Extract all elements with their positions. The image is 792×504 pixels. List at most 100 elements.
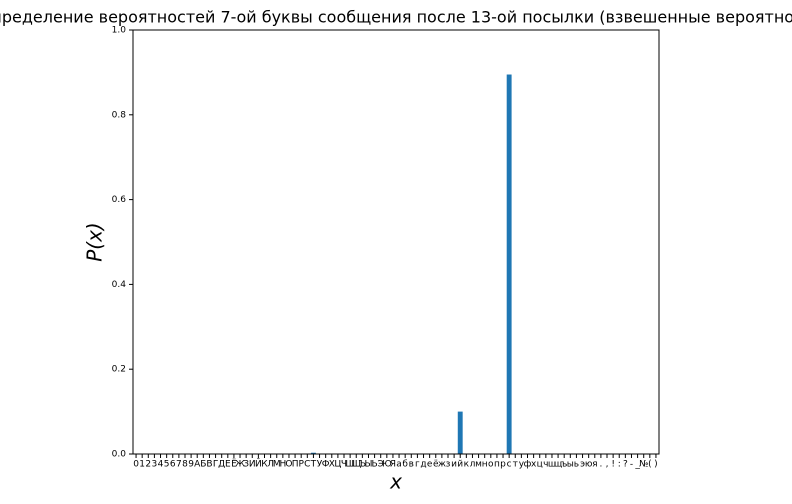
- x-tick-label: Р: [298, 460, 304, 470]
- x-tick-label: Д: [218, 460, 225, 470]
- x-tick-label: Ц: [334, 460, 341, 470]
- y-tick-label: 0.8: [112, 110, 127, 120]
- x-tick-label: Э: [378, 460, 384, 470]
- x-tick-label: Щ: [351, 460, 361, 470]
- x-tick-label: п: [494, 460, 500, 470]
- x-tick-label: б: [402, 460, 408, 470]
- x-tick-label: ш: [548, 460, 556, 470]
- x-tick-label: Ъ: [359, 460, 367, 470]
- x-tick-label: 5: [164, 460, 170, 470]
- x-tick-label: ж: [438, 460, 446, 470]
- bar: [506, 74, 512, 455]
- x-tick-label: Ч: [341, 460, 347, 470]
- x-tick-label: 3: [152, 460, 158, 470]
- x-tick-label: ц: [537, 460, 543, 470]
- x-tick-label: У: [317, 460, 323, 470]
- x-tick-label: в: [409, 460, 414, 470]
- x-tick-label: ы: [567, 460, 574, 470]
- x-tick-label: Я: [390, 460, 396, 470]
- x-tick-label: ?: [623, 460, 628, 470]
- y-axis-label: P(x): [83, 222, 107, 262]
- x-tick-label: !: [611, 460, 615, 470]
- x-tick-label: Т: [310, 460, 317, 470]
- x-tick-label: М: [273, 460, 281, 470]
- x-tick-label: Ш: [345, 460, 355, 470]
- y-tick-label: 0.6: [112, 195, 127, 205]
- x-tick-label: Й: [255, 458, 262, 470]
- x-tick-label: Ы: [365, 460, 373, 470]
- x-tick-label: Б: [200, 460, 206, 470]
- bar: [310, 452, 316, 454]
- y-tick-label: 0.0: [112, 450, 127, 460]
- x-tick-label: Г: [213, 460, 219, 470]
- x-tick-label: ф: [524, 460, 532, 470]
- x-tick-label: м: [475, 460, 482, 470]
- x-tick-label: С: [304, 460, 310, 470]
- x-tick-label: :: [618, 460, 621, 470]
- x-tick-label: я: [592, 460, 597, 470]
- x-tick-label: у: [519, 460, 525, 470]
- x-tick-label: 2: [145, 460, 151, 470]
- x-tick-label: ь: [574, 460, 579, 470]
- x-tick-label: е: [427, 460, 433, 470]
- x-tick-label: П: [292, 460, 299, 470]
- x-tick-label: с: [507, 460, 512, 470]
- x-tick-label: 4: [158, 460, 164, 470]
- x-tick-label: (: [648, 460, 652, 470]
- x-tick-label: Л: [267, 460, 274, 470]
- x-tick-label: 9: [188, 460, 194, 470]
- x-tick-label: т: [513, 460, 518, 470]
- x-tick-label: н: [482, 460, 488, 470]
- x-tick-label: щ: [554, 460, 563, 470]
- x-tick-label: _: [634, 460, 640, 470]
- x-tick-label: 1: [139, 460, 145, 470]
- x-tick-label: д: [420, 460, 426, 470]
- x-tick-label: э: [580, 460, 585, 470]
- x-tick-label: -: [630, 460, 633, 470]
- x-tick-label: и: [451, 460, 457, 470]
- x-tick-label: В: [206, 460, 212, 470]
- x-tick-label: ,: [606, 460, 609, 470]
- x-tick-label: №: [639, 460, 648, 470]
- x-tick-label: 8: [182, 460, 188, 470]
- y-tick-label: 0.2: [112, 365, 126, 375]
- x-tick-label: о: [488, 460, 494, 470]
- y-tick-label: 1.0: [112, 26, 127, 36]
- x-tick-label: х: [531, 460, 537, 470]
- x-tick-label: р: [500, 460, 506, 470]
- x-tick-label: ё: [433, 460, 439, 470]
- x-tick-label: з: [446, 460, 451, 470]
- x-tick-label: Ф: [322, 460, 330, 470]
- x-tick-label: З: [243, 460, 249, 470]
- x-tick-label: й: [457, 460, 463, 470]
- x-tick-label: ю: [585, 460, 593, 470]
- x-tick-label: Ь: [371, 460, 377, 470]
- x-tick-label: 6: [170, 460, 176, 470]
- x-tick-label: ): [654, 460, 658, 470]
- x-axis-label: x: [389, 470, 402, 494]
- x-tick-label: О: [285, 460, 292, 470]
- plot-frame: [132, 29, 660, 455]
- x-tick-label: ъ: [561, 460, 567, 470]
- x-tick-label: К: [261, 460, 268, 470]
- x-tick-label: л: [470, 460, 476, 470]
- x-tick-label: Ё: [231, 459, 237, 470]
- x-tick-label: .: [599, 460, 602, 470]
- bar: [457, 411, 463, 454]
- x-tick-label: Ж: [235, 460, 245, 470]
- x-tick-label: г: [415, 460, 420, 470]
- y-tick-label: 0.4: [112, 280, 127, 290]
- x-tick-label: Ю: [382, 460, 392, 470]
- x-tick-label: Е: [225, 460, 231, 470]
- x-tick-label: 0: [133, 460, 139, 470]
- x-tick-label: А: [194, 460, 201, 470]
- chart-title: Распределение вероятностей 7-ой буквы со…: [0, 8, 792, 27]
- x-tick-label: ч: [543, 460, 548, 470]
- x-tick-label: Х: [329, 460, 335, 470]
- x-tick-label: 7: [176, 460, 182, 470]
- x-tick-label: И: [249, 460, 256, 470]
- x-tick-label: а: [396, 460, 402, 470]
- x-tick-label: Н: [279, 460, 286, 470]
- x-tick-label: к: [464, 460, 470, 470]
